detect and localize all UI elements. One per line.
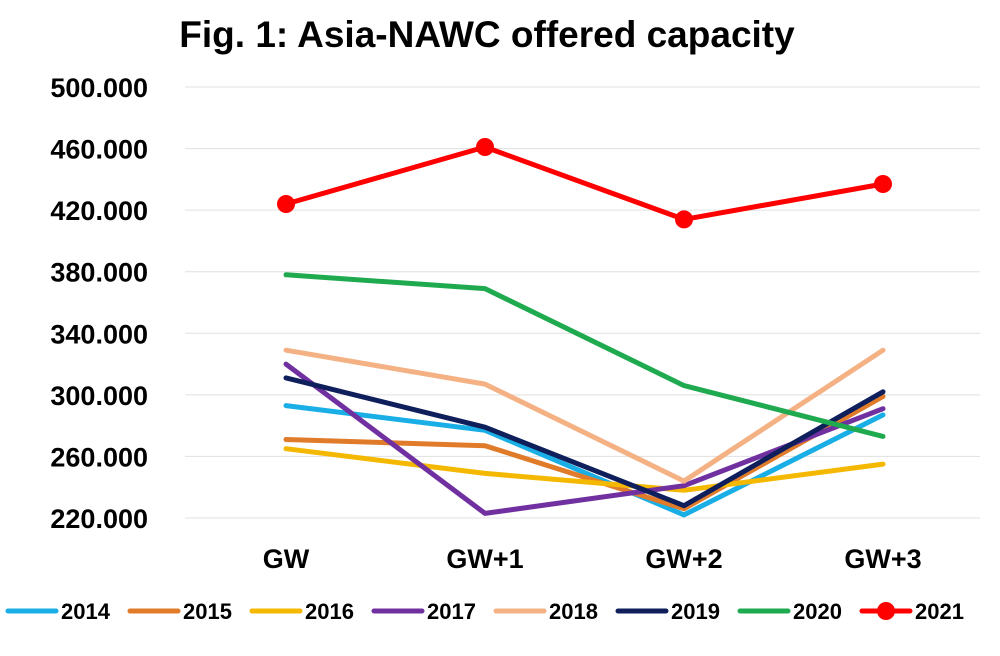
- x-tick-label: GW+2: [645, 544, 722, 574]
- series-line: [283, 375, 886, 509]
- data-point-marker: [874, 175, 892, 193]
- series-line: [283, 446, 886, 493]
- x-tick-label: GW: [263, 544, 310, 574]
- legend-item-2021: 2021: [859, 599, 964, 624]
- chart-title: Fig. 1: Asia-NAWC offered capacity: [179, 14, 795, 55]
- legend-label: 2016: [305, 599, 354, 624]
- legend-item-2020: 2020: [737, 599, 842, 624]
- y-tick-label: 260.000: [50, 442, 148, 472]
- legend-item-2017: 2017: [371, 599, 476, 624]
- series-2021: [277, 138, 892, 229]
- series-line: [283, 347, 886, 484]
- legend-label: 2020: [793, 599, 842, 624]
- series-line: [283, 144, 886, 222]
- y-axis-tick-labels: 220.000 260.000 300.000 340.000 380.000 420.0…: [50, 73, 148, 534]
- series-line: [283, 361, 886, 516]
- gridlines: [185, 86, 980, 519]
- x-axis-tick-labels: GW GW+1 GW+2 GW+3: [263, 544, 922, 574]
- legend-label: 2014: [61, 599, 111, 624]
- series-2016: [283, 446, 886, 493]
- legend-label: 2015: [183, 599, 232, 624]
- legend-item-2019: 2019: [615, 599, 720, 624]
- y-tick-label: 500.000: [50, 73, 148, 103]
- data-point-marker: [476, 138, 494, 156]
- legend-item-2014: 2014: [5, 599, 111, 624]
- y-tick-label: 340.000: [50, 319, 148, 349]
- series-line: [283, 393, 886, 512]
- legend-item-2018: 2018: [493, 599, 598, 624]
- series-line: [283, 403, 886, 518]
- series-2018: [283, 347, 886, 484]
- series-lines: [277, 138, 892, 518]
- legend-marker: [877, 602, 895, 620]
- series-2017: [283, 361, 886, 516]
- series-2019: [283, 375, 886, 509]
- legend-label: 2018: [549, 599, 598, 624]
- legend: 2014 2015 2016 2017 2018 2019 2020 2021: [5, 599, 964, 624]
- series-2014: [283, 403, 886, 518]
- legend-item-2016: 2016: [249, 599, 354, 624]
- x-tick-label: GW+1: [446, 544, 523, 574]
- series-line: [283, 272, 886, 439]
- y-tick-label: 300.000: [50, 381, 148, 411]
- x-tick-label: GW+3: [844, 544, 921, 574]
- legend-label: 2017: [427, 599, 476, 624]
- y-tick-label: 380.000: [50, 258, 148, 288]
- series-2020: [283, 272, 886, 439]
- data-point-marker: [277, 195, 295, 213]
- y-tick-label: 460.000: [50, 135, 148, 165]
- legend-item-2015: 2015: [127, 599, 232, 624]
- y-tick-label: 420.000: [50, 196, 148, 226]
- legend-label: 2021: [915, 599, 964, 624]
- data-point-marker: [675, 210, 693, 229]
- series-2015: [283, 393, 886, 512]
- legend-label: 2019: [671, 599, 720, 624]
- y-tick-label: 220.000: [50, 504, 148, 534]
